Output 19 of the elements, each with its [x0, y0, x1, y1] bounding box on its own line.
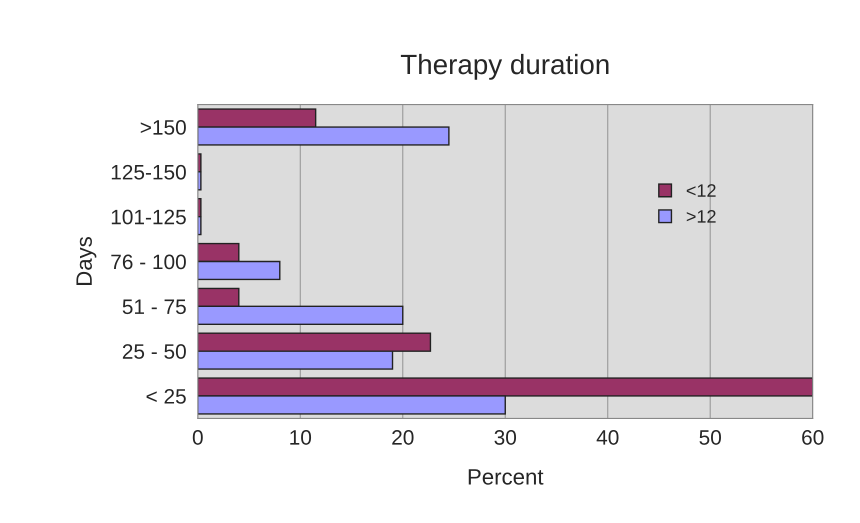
- x-tick-label: 50: [699, 430, 721, 445]
- y-tick-label: 76 - 100: [111, 254, 186, 270]
- y-tick-label: >150: [140, 120, 186, 135]
- chart-title: Therapy duration: [400, 54, 608, 80]
- x-tick-label: 30: [494, 430, 516, 445]
- x-tick-label: 10: [290, 430, 312, 445]
- y-tick-label: 101-125: [112, 210, 186, 224]
- x-tick-label: 20: [392, 430, 414, 445]
- y-tick-label: 51 - 75: [122, 300, 186, 314]
- y-axis-title: Days: [76, 236, 96, 285]
- legend-label: <12: [686, 184, 716, 197]
- y-tick-label: 125-150: [112, 164, 186, 180]
- y-tick-label: < 25: [146, 388, 186, 404]
- y-tick-label: 25 - 50: [122, 344, 186, 359]
- x-tick-label: 40: [596, 430, 619, 445]
- x-tick-label: 60: [802, 430, 824, 445]
- x-axis-title: Percent: [468, 469, 544, 485]
- legend-label: >12: [686, 210, 716, 223]
- x-tick-label: 0: [192, 430, 203, 445]
